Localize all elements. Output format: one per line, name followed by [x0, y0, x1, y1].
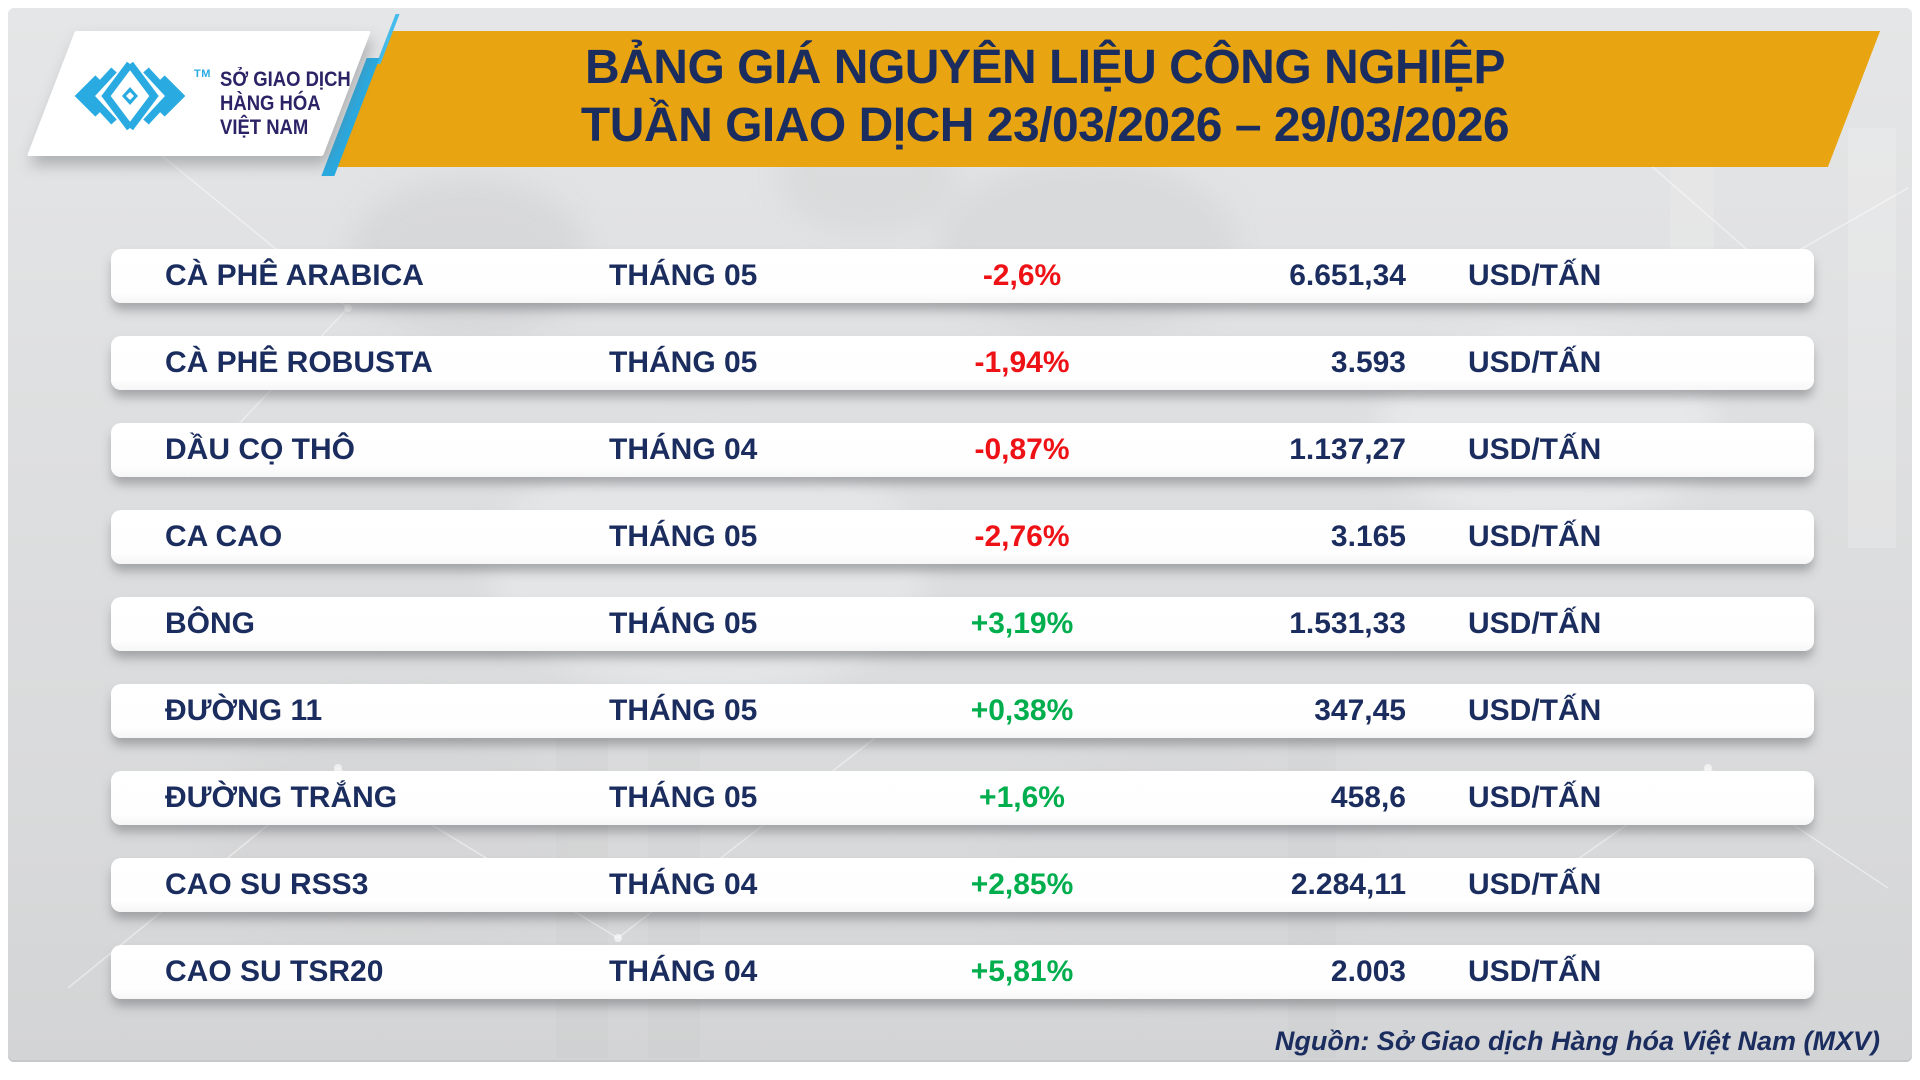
- price-unit: USD/TẤN: [1468, 433, 1602, 466]
- weekly-change: -1,94%: [974, 346, 1070, 379]
- commodity-name: ĐƯỜNG 11: [165, 694, 323, 727]
- page-title-line1: BẢNG GIÁ NGUYÊN LIỆU CÔNG NGHIỆP: [584, 41, 1506, 94]
- commodity-name: CAO SU RSS3: [165, 868, 369, 901]
- table-row: DẦU CỌ THÔ THÁNG 04 -0,87% 1.137,27 USD/…: [111, 423, 1814, 477]
- contract-month: THÁNG 04: [609, 955, 758, 988]
- price-value: 6.651,34: [1289, 259, 1406, 292]
- contract-month: THÁNG 05: [609, 694, 758, 727]
- price-unit: USD/TẤN: [1468, 868, 1602, 901]
- weekly-change: -2,76%: [974, 520, 1070, 553]
- table-row: ĐƯỜNG TRẮNG THÁNG 05 +1,6% 458,6 USD/TẤN: [111, 771, 1814, 825]
- logo-wordmark-line3: VIỆT NAM: [220, 116, 309, 139]
- weekly-change: -2,6%: [982, 259, 1062, 292]
- price-unit: USD/TẤN: [1468, 781, 1602, 814]
- commodity-name: CÀ PHÊ ROBUSTA: [165, 346, 433, 379]
- commodity-name: CAO SU TSR20: [165, 955, 384, 988]
- price-unit: USD/TẤN: [1468, 259, 1602, 292]
- commodity-name: CÀ PHÊ ARABICA: [165, 259, 424, 292]
- table-row: ĐƯỜNG 11 THÁNG 05 +0,38% 347,45 USD/TẤN: [111, 684, 1814, 738]
- logo-content: TM SỞ GIAO DỊCH HÀNG HÓA VIỆT NAM: [0, 0, 420, 180]
- price-unit: USD/TẤN: [1468, 607, 1602, 640]
- price-unit: USD/TẤN: [1468, 520, 1602, 553]
- page-title-line2: TUẦN GIAO DỊCH 23/03/2026 – 29/03/2026: [580, 99, 1510, 152]
- commodity-name: CA CAO: [165, 520, 283, 553]
- contract-month: THÁNG 05: [609, 259, 758, 292]
- contract-month: THÁNG 04: [609, 433, 758, 466]
- weekly-change: +5,81%: [970, 955, 1074, 988]
- price-value: 3.165: [1330, 520, 1406, 553]
- price-value: 458,6: [1330, 781, 1406, 814]
- weekly-change: +3,19%: [970, 607, 1074, 640]
- logo-wordmark-line1: SỞ GIAO DỊCH: [220, 68, 351, 91]
- price-value: 3.593: [1330, 346, 1406, 379]
- commodity-name: BÔNG: [165, 607, 255, 640]
- contract-month: THÁNG 05: [609, 781, 758, 814]
- price-table: CÀ PHÊ ARABICA THÁNG 05 -2,6% 6.651,34 U…: [111, 249, 1814, 1032]
- contract-month: THÁNG 05: [609, 520, 758, 553]
- price-value: 2.284,11: [1290, 868, 1406, 901]
- weekly-change: +2,85%: [970, 868, 1074, 901]
- price-value: 1.137,27: [1289, 433, 1406, 466]
- source-note: Nguồn: Sở Giao dịch Hàng hóa Việt Nam (M…: [1274, 1026, 1880, 1056]
- price-unit: USD/TẤN: [1468, 955, 1602, 988]
- table-row: BÔNG THÁNG 05 +3,19% 1.531,33 USD/TẤN: [111, 597, 1814, 651]
- contract-month: THÁNG 04: [609, 868, 758, 901]
- table-row: CA CAO THÁNG 05 -2,76% 3.165 USD/TẤN: [111, 510, 1814, 564]
- table-row: CÀ PHÊ ROBUSTA THÁNG 05 -1,94% 3.593 USD…: [111, 336, 1814, 390]
- trademark-symbol: TM: [194, 68, 211, 80]
- weekly-change: +0,38%: [970, 694, 1074, 727]
- price-unit: USD/TẤN: [1468, 694, 1602, 727]
- commodity-name: ĐƯỜNG TRẮNG: [165, 781, 398, 814]
- contract-month: THÁNG 05: [609, 607, 758, 640]
- table-row: CAO SU RSS3 THÁNG 04 +2,85% 2.284,11 USD…: [111, 858, 1814, 912]
- weekly-change: -0,87%: [974, 433, 1070, 466]
- price-unit: USD/TẤN: [1468, 346, 1602, 379]
- table-row: CAO SU TSR20 THÁNG 04 +5,81% 2.003 USD/T…: [111, 945, 1814, 999]
- price-value: 347,45: [1314, 694, 1406, 727]
- page-title: BẢNG GIÁ NGUYÊN LIỆU CÔNG NGHIỆP TUẦN GI…: [390, 39, 1700, 155]
- commodity-name: DẦU CỌ THÔ: [165, 433, 355, 466]
- price-value: 1.531,33: [1289, 607, 1406, 640]
- mxv-logo-mark-icon: [74, 62, 186, 130]
- logo-wordmark-line2: HÀNG HÓA: [220, 92, 321, 115]
- contract-month: THÁNG 05: [609, 346, 758, 379]
- table-row: CÀ PHÊ ARABICA THÁNG 05 -2,6% 6.651,34 U…: [111, 249, 1814, 303]
- price-value: 2.003: [1330, 955, 1406, 988]
- weekly-change: +1,6%: [979, 781, 1065, 814]
- logo-wordmark: SỞ GIAO DỊCH HÀNG HÓA VIỆT NAM: [220, 68, 351, 140]
